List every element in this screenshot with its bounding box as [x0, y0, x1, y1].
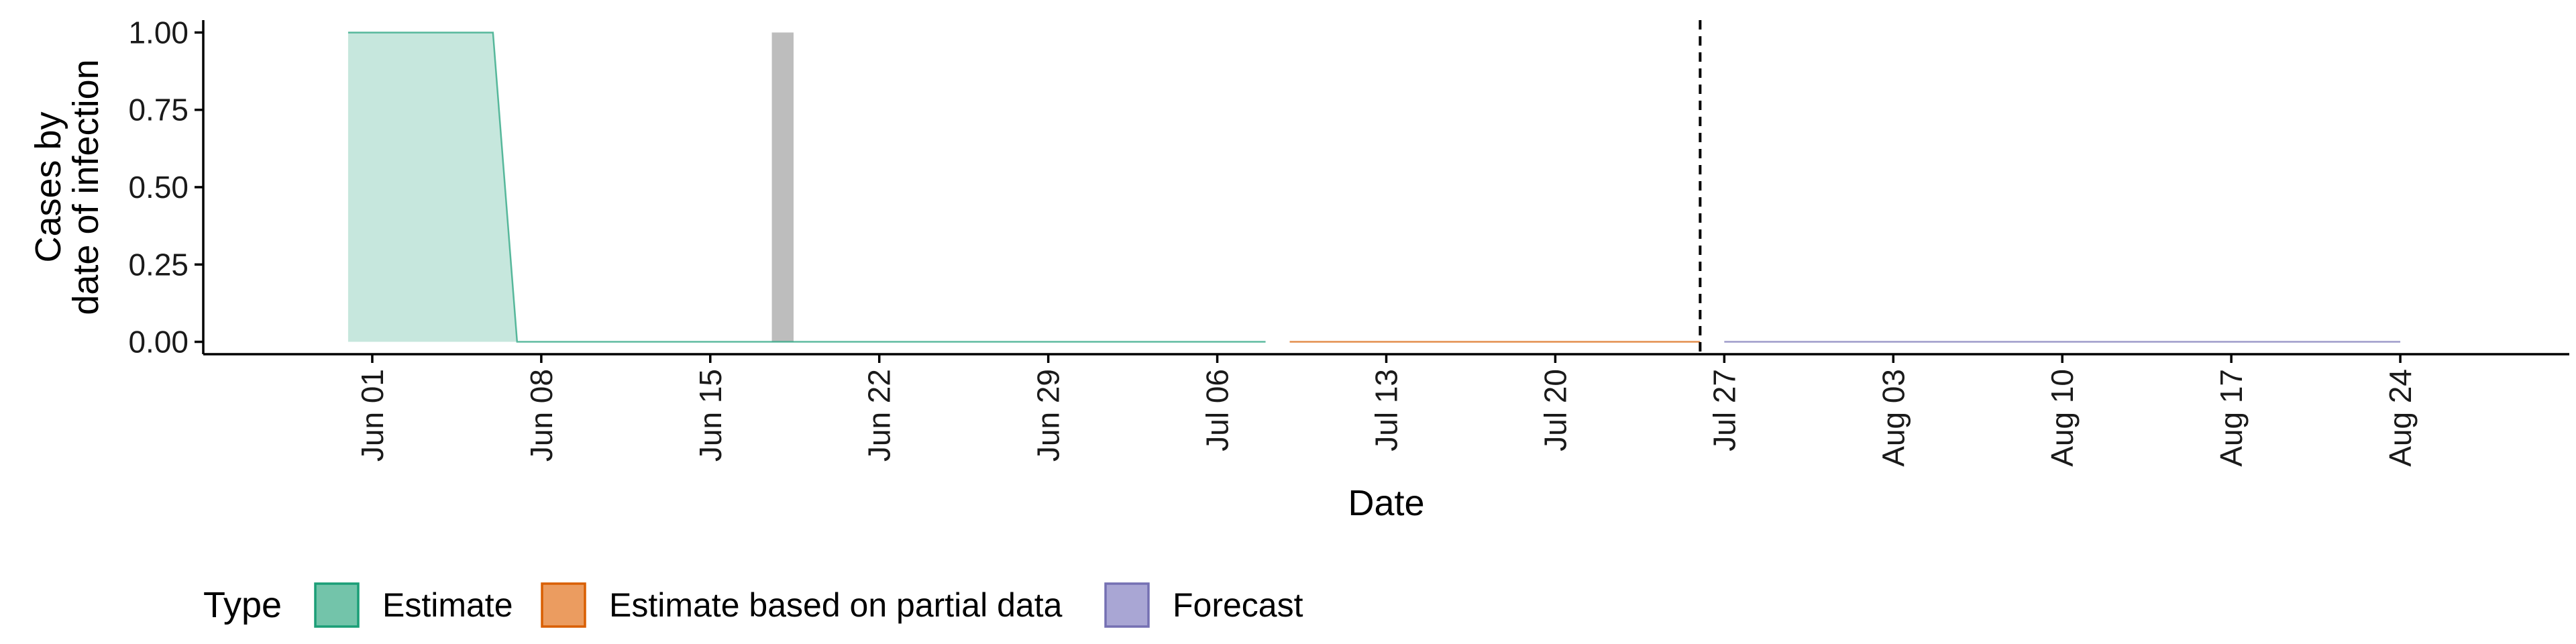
legend-label-0: Estimate — [382, 586, 513, 624]
legend-key-0 — [314, 582, 360, 628]
x-tick-label-6: Jul 13 — [1369, 369, 1404, 451]
case-bar-0 — [771, 32, 794, 342]
x-tick-label-9: Aug 03 — [1876, 369, 1911, 467]
legend-label-2: Forecast — [1173, 586, 1303, 624]
y-axis-title-line-1: Cases by — [28, 111, 68, 262]
x-tick-label-8: Jul 27 — [1707, 369, 1741, 451]
legend-label-1: Estimate based on partial data — [609, 586, 1063, 624]
x-tick-label-3: Jun 22 — [862, 369, 897, 462]
x-tick-label-4: Jun 29 — [1031, 369, 1066, 462]
y-tick-label-3: 0.75 — [128, 93, 189, 127]
x-tick-label-1: Jun 08 — [524, 369, 559, 462]
x-tick-label-2: Jun 15 — [693, 369, 728, 462]
y-tick-label-2: 0.50 — [128, 170, 189, 205]
legend-key-1 — [541, 582, 586, 628]
y-tick-label-0: 0.00 — [128, 325, 189, 360]
x-tick-label-0: Jun 01 — [355, 369, 390, 462]
y-tick-label-1: 0.25 — [128, 247, 189, 282]
x-tick-label-12: Aug 24 — [2383, 369, 2418, 467]
legend-title: Type — [203, 585, 282, 625]
y-axis-title-line-2: date of infection — [66, 59, 106, 315]
x-tick-label-11: Aug 17 — [2214, 369, 2249, 467]
legend-key-2 — [1104, 582, 1150, 628]
x-tick-label-7: Jul 20 — [1538, 369, 1572, 451]
x-tick-label-10: Aug 10 — [2045, 369, 2080, 467]
y-tick-label-4: 1.00 — [128, 15, 189, 50]
series-line-0 — [347, 32, 1266, 343]
x-tick-label-5: Jul 06 — [1200, 369, 1235, 451]
x-axis-title: Date — [1348, 483, 1424, 523]
series-area-0 — [347, 32, 1266, 342]
